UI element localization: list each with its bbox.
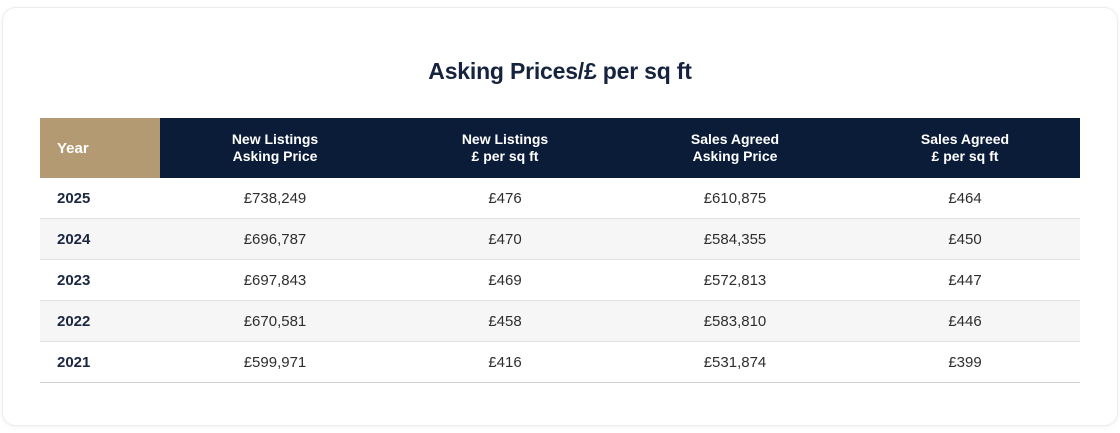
value-cell: £476 [488,189,522,207]
header-label-line2: Asking Price [232,148,318,164]
value-cell: £670,581 [243,312,307,330]
value-cell: £738,249 [243,189,307,207]
value-cell: £572,813 [703,271,767,289]
header-label-line1: New Listings [461,131,549,147]
year-cell: 2023 [57,271,91,289]
value-cell: £469 [488,271,522,289]
value-cell: £416 [488,353,522,371]
prices-card: Asking Prices/£ per sq ft Year New Listi… [2,7,1118,426]
table-header-row: Year New Listings Asking Price New Listi… [40,118,1080,178]
asking-prices-table: Year New Listings Asking Price New Listi… [40,118,1080,383]
value-cell: £697,843 [243,271,307,289]
header-label-line2: Asking Price [692,148,778,164]
header-cell-new-listings-asking-price: New Listings Asking Price [160,118,390,178]
table-row: 2021 £599,971 £416 £531,874 £399 [40,342,1080,383]
page-title: Asking Prices/£ per sq ft [428,58,692,84]
year-cell: 2021 [57,353,91,371]
table-row: 2022 £670,581 £458 £583,810 £446 [40,301,1080,342]
header-label-line1: Sales Agreed [690,131,780,147]
value-cell: £531,874 [703,353,767,371]
header-label-line1: New Listings [231,131,319,147]
year-cell: 2024 [57,230,91,248]
header-cell-sales-agreed-asking-price: Sales Agreed Asking Price [620,118,850,178]
header-year-label: Year [57,139,89,157]
value-cell: £610,875 [703,189,767,207]
value-cell: £458 [488,312,522,330]
header-label-line1: Sales Agreed [920,131,1010,147]
value-cell: £696,787 [243,230,307,248]
value-cell: £464 [948,189,982,207]
table-row: 2023 £697,843 £469 £572,813 £447 [40,260,1080,301]
value-cell: £470 [488,230,522,248]
value-cell: £450 [948,230,982,248]
year-cell: 2022 [57,312,91,330]
value-cell: £447 [948,271,982,289]
header-label-line2: £ per sq ft [931,148,999,164]
table-body: 2025 £738,249 £476 £610,875 £464 2024 £6… [40,178,1080,383]
value-cell: £584,355 [703,230,767,248]
header-label-line2: £ per sq ft [471,148,539,164]
year-cell: 2025 [57,189,91,207]
value-cell: £446 [948,312,982,330]
table-row: 2024 £696,787 £470 £584,355 £450 [40,219,1080,260]
value-cell: £399 [948,353,982,371]
header-cell-new-listings-per-sq-ft: New Listings £ per sq ft [390,118,620,178]
table-row: 2025 £738,249 £476 £610,875 £464 [40,178,1080,219]
value-cell: £599,971 [243,353,307,371]
value-cell: £583,810 [703,312,767,330]
header-cell-year: Year [40,118,160,178]
header-cell-sales-agreed-per-sq-ft: Sales Agreed £ per sq ft [850,118,1080,178]
